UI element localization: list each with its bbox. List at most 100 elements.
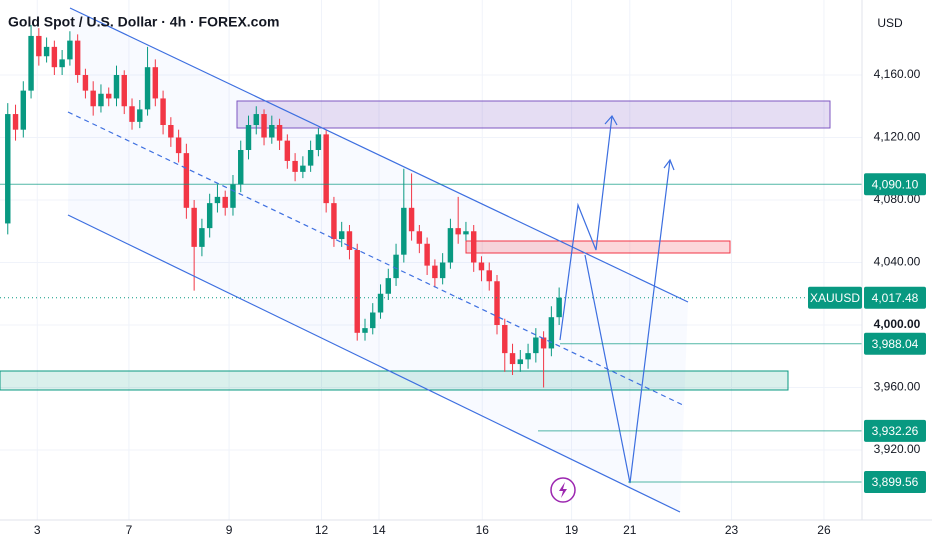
price-label-box — [864, 173, 926, 196]
y-tick-label: 4,000.00 — [874, 317, 921, 331]
y-tick-label: 3,960.00 — [874, 380, 921, 394]
candle-body — [447, 228, 454, 263]
candle-body — [43, 46, 50, 57]
candle-body — [74, 40, 81, 75]
price-label: 4,090.10 — [872, 177, 919, 191]
price-label-box — [864, 286, 926, 309]
candle-body — [59, 59, 65, 68]
channel-mid — [67, 111, 686, 407]
axes: 3,920.00 3,960.00 4,000.00 4,040.00 4,080.00… — [34, 67, 926, 537]
candle-body — [494, 281, 500, 325]
price-label-box — [864, 470, 926, 493]
candle-body — [113, 75, 120, 99]
x-tick-label: 23 — [725, 523, 739, 537]
candle-body — [377, 293, 384, 313]
channel-upper — [69, 7, 689, 303]
candle-body — [486, 270, 492, 282]
candle-body — [230, 184, 236, 208]
candle-body — [385, 278, 392, 294]
candle-body — [323, 134, 329, 204]
candle-body — [137, 109, 143, 122]
candle-body — [401, 207, 407, 255]
price-label-box — [864, 419, 926, 442]
candle-body — [261, 114, 267, 138]
candle-body — [245, 125, 252, 150]
candle-body — [463, 231, 469, 235]
candle-body — [393, 254, 399, 279]
y-tick-label: 4,120.00 — [874, 130, 921, 144]
candle-body — [20, 90, 27, 130]
candle-body — [509, 353, 516, 365]
candle-body — [408, 207, 415, 232]
candle-body — [82, 75, 89, 91]
x-tick-label: 9 — [226, 523, 233, 537]
resistance-zone — [236, 100, 831, 129]
price-label-box — [864, 332, 926, 355]
candle-body — [346, 231, 353, 250]
candle-body — [191, 207, 197, 247]
candle-body — [470, 231, 477, 263]
candle-body — [12, 114, 19, 130]
event-icon-bolt — [559, 482, 567, 498]
y-tick-label: 4,040.00 — [874, 255, 921, 269]
candle-body — [51, 46, 58, 68]
price-lines — [0, 183, 862, 483]
candle-body — [548, 317, 555, 349]
candle-body — [238, 150, 244, 185]
price-label: 3,899.56 — [872, 475, 919, 489]
candle-body — [222, 196, 228, 208]
candle-body — [98, 93, 104, 107]
drawings — [67, 7, 689, 513]
arrow-path — [584, 159, 671, 484]
candle-body — [121, 75, 127, 107]
candle-body — [292, 160, 298, 172]
y-tick-label: 3,920.00 — [874, 442, 921, 456]
x-tick-label: 3 — [34, 523, 41, 537]
x-tick-label: 12 — [315, 523, 329, 537]
candle-body — [416, 231, 423, 244]
x-tick-label: 19 — [565, 523, 579, 537]
candle-body — [152, 67, 159, 99]
symbol-label: XAUUSD — [810, 291, 860, 305]
candle-body — [439, 262, 446, 279]
candle-body — [214, 196, 221, 204]
demand-zone — [0, 370, 789, 391]
candle-body — [331, 203, 337, 240]
channel-lower — [67, 214, 681, 513]
x-tick-label: 7 — [126, 523, 133, 537]
grid — [0, 0, 862, 520]
x-tick-label: 21 — [623, 523, 637, 537]
candle-body — [90, 90, 96, 107]
candle-body — [183, 153, 190, 208]
y-tick-label: 4,080.00 — [874, 192, 921, 206]
candle-body — [129, 106, 135, 122]
candle-body — [517, 359, 524, 365]
candle-body — [36, 35, 42, 57]
candle-body — [525, 353, 531, 360]
candle-body — [354, 250, 360, 333]
price-label: 4,017.48 — [872, 291, 919, 305]
candle-body — [307, 150, 314, 166]
candle-body — [175, 137, 182, 154]
candle-body — [144, 67, 151, 110]
chart-title: Gold Spot / U.S. Dollar · 4h · FOREX.com — [8, 14, 279, 30]
x-tick-label: 16 — [476, 523, 490, 537]
candle-body — [455, 228, 461, 235]
price-label: 3,932.26 — [872, 424, 919, 438]
candle-body — [5, 114, 11, 224]
candle-body — [424, 243, 430, 266]
candle-body — [160, 98, 166, 125]
candle-body — [28, 35, 34, 91]
arrow-head — [604, 114, 618, 126]
candle-body — [199, 228, 205, 247]
candle-body — [338, 231, 345, 240]
candle-body — [362, 328, 368, 333]
candle-body — [556, 297, 562, 318]
candle-body — [300, 165, 306, 172]
price-label: 3,988.04 — [872, 337, 919, 351]
candle-body — [478, 262, 485, 271]
candle-body — [502, 325, 508, 354]
candle-body — [284, 140, 291, 161]
y-tick-label: 4,160.00 — [874, 67, 921, 81]
candle-body — [315, 134, 322, 150]
